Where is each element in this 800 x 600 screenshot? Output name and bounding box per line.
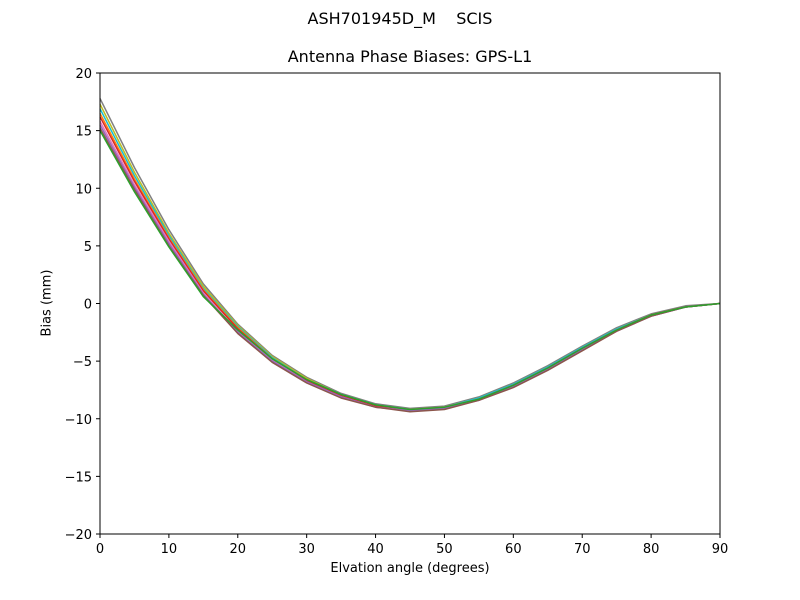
data-series [99, 98, 721, 413]
y-tick-label: −10 [65, 413, 92, 428]
x-tick-label: 60 [505, 542, 522, 557]
series-line [99, 130, 721, 411]
series-line [99, 108, 721, 411]
y-tick-label: 5 [84, 240, 92, 255]
x-tick-label: 90 [712, 542, 729, 557]
series-line [99, 112, 721, 411]
y-tick-label: 20 [75, 67, 92, 82]
figure-suptitle: ASH701945D_M SCIS [307, 9, 493, 28]
x-tick-label: 0 [96, 542, 104, 557]
x-tick-label: 70 [574, 542, 591, 557]
x-tick-label: 30 [298, 542, 315, 557]
x-axis-ticks: 0 10 20 30 40 50 60 70 80 90 [96, 534, 728, 557]
y-tick-label: −15 [65, 470, 92, 485]
y-tick-label: −5 [73, 355, 92, 370]
x-tick-label: 80 [643, 542, 660, 557]
series-line [99, 103, 721, 411]
y-tick-label: 0 [84, 298, 92, 313]
x-tick-label: 10 [161, 542, 178, 557]
y-axis-ticks: −20 −15 −10 −5 0 5 10 15 20 [65, 67, 100, 543]
series-line [99, 98, 721, 410]
y-tick-label: 10 [75, 182, 92, 197]
series-line [99, 116, 721, 412]
series-line [99, 121, 721, 412]
chart-title: Antenna Phase Biases: GPS-L1 [287, 47, 533, 66]
x-tick-label: 50 [436, 542, 453, 557]
x-tick-label: 40 [367, 542, 384, 557]
y-tick-label: −20 [65, 528, 92, 543]
axes-frame [99, 72, 721, 535]
x-axis-label: Elvation angle (degrees) [330, 561, 490, 576]
x-tick-label: 20 [230, 542, 247, 557]
y-tick-label: 15 [75, 125, 92, 140]
